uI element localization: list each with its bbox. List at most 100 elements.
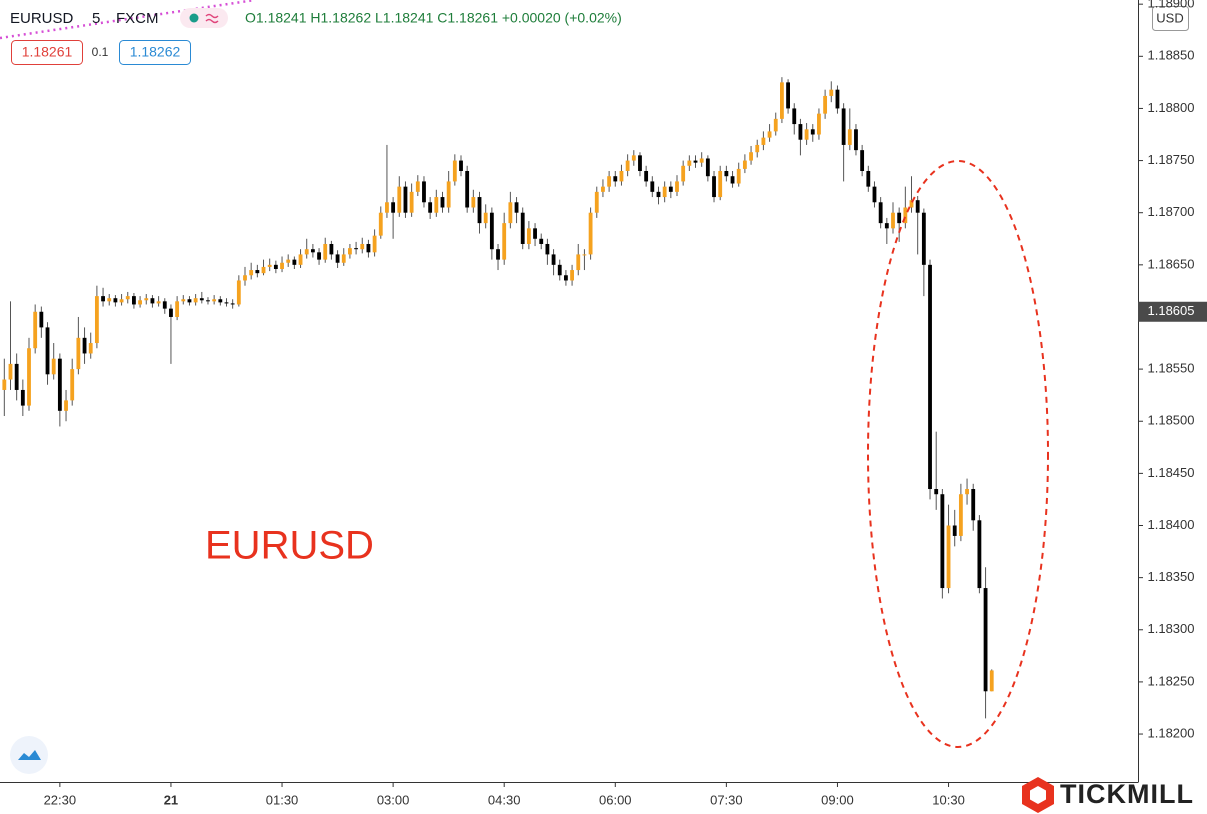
candle-body xyxy=(132,296,136,305)
y-tick-label: 1.18900 xyxy=(1148,0,1195,11)
bid-price: 1.18261 xyxy=(22,44,73,60)
candle-body xyxy=(354,248,359,250)
candle-body xyxy=(181,299,186,302)
candle-body xyxy=(76,337,81,370)
x-tick-label: 10:30 xyxy=(932,792,965,807)
candle-body xyxy=(199,298,204,301)
status-pill[interactable] xyxy=(180,8,228,28)
status-icon xyxy=(205,13,219,24)
candle-body xyxy=(348,248,352,255)
candle-body xyxy=(755,144,760,153)
brand-icon-inner xyxy=(1030,786,1046,804)
y-tick-label: 1.18700 xyxy=(1148,204,1195,219)
candle-body xyxy=(101,296,105,302)
candle-body xyxy=(909,200,914,208)
y-tick-label: 1.18750 xyxy=(1148,152,1195,167)
candle-body xyxy=(391,202,396,213)
candle-body xyxy=(298,254,303,265)
candle-body xyxy=(761,137,766,145)
candle-body xyxy=(705,158,710,177)
candle-body xyxy=(14,363,19,390)
candle-body xyxy=(570,270,574,281)
candle-body xyxy=(946,525,951,589)
candle-body xyxy=(582,254,587,256)
candle-body xyxy=(502,223,507,260)
ohlc-values: O1.18241 H1.18262 L1.18241 C1.18261 +0.0… xyxy=(245,10,622,26)
candle-body xyxy=(489,212,494,250)
candle-body xyxy=(971,489,976,521)
candle-body xyxy=(452,160,457,182)
candle-body xyxy=(483,212,488,224)
candle-body xyxy=(304,249,309,255)
candle-body xyxy=(779,82,784,119)
candle-body xyxy=(829,89,834,96)
candle-body xyxy=(712,176,716,198)
candle-body xyxy=(817,113,821,135)
currency-box[interactable] xyxy=(1152,6,1189,31)
ask-price: 1.18262 xyxy=(130,44,181,60)
candle-body xyxy=(884,223,889,229)
x-tick-label: 09:00 xyxy=(821,792,854,807)
candle-body xyxy=(866,170,871,187)
candle-body xyxy=(193,298,198,303)
candle-body xyxy=(27,348,31,406)
x-tick-label: 21 xyxy=(164,792,178,807)
candle-body xyxy=(218,299,223,303)
candle-body xyxy=(8,363,13,380)
candle-body xyxy=(508,202,513,224)
x-tick-label: 01:30 xyxy=(266,792,299,807)
candle-body xyxy=(668,186,673,192)
candle-body xyxy=(514,202,519,213)
drawing-line xyxy=(0,0,256,40)
candle-body xyxy=(773,118,778,132)
x-tick-label: 04:30 xyxy=(488,792,521,807)
candle-body xyxy=(897,212,902,224)
candle-body xyxy=(786,82,790,109)
candle-body xyxy=(847,129,852,145)
tv-logo-bg[interactable] xyxy=(10,736,48,774)
candle-body xyxy=(341,254,346,263)
candle-body xyxy=(526,228,531,244)
candle-body xyxy=(804,129,809,140)
y-tick-label: 1.18450 xyxy=(1148,465,1195,480)
exchange: FXCM xyxy=(116,10,159,27)
candle-body xyxy=(551,254,556,265)
candle-body xyxy=(273,264,278,270)
candle-body xyxy=(434,197,439,213)
candle-body xyxy=(619,170,624,182)
candle-body xyxy=(638,155,642,171)
candle-body xyxy=(940,494,945,589)
bid-box[interactable] xyxy=(11,40,83,65)
candle-body xyxy=(113,298,118,303)
candle-body xyxy=(921,212,926,265)
candle-body xyxy=(860,150,865,171)
candle-body xyxy=(45,327,50,375)
candle-body xyxy=(88,343,93,354)
candle-body xyxy=(872,186,877,203)
y-tick-label: 1.18200 xyxy=(1148,725,1195,740)
candle-body xyxy=(471,197,476,208)
candle-body xyxy=(699,158,704,163)
candle-body xyxy=(792,108,797,125)
candle-body xyxy=(39,311,44,328)
candle-body xyxy=(206,300,210,302)
ask-box[interactable] xyxy=(119,40,191,65)
candle-body xyxy=(557,264,562,276)
candle-body xyxy=(835,89,840,109)
candle-body xyxy=(310,249,315,253)
candle-body xyxy=(94,296,99,344)
candle-body xyxy=(477,197,482,224)
y-tick-label: 1.18650 xyxy=(1148,256,1195,271)
candle-body xyxy=(675,181,679,192)
candle-body xyxy=(372,235,377,253)
highlight-ellipse xyxy=(867,160,1049,748)
candle-body xyxy=(631,155,636,161)
candle-body xyxy=(64,400,68,411)
candle-body xyxy=(650,181,655,192)
candle-body xyxy=(366,243,371,253)
candle-body xyxy=(144,298,149,301)
candle-body xyxy=(138,300,143,305)
candle-body xyxy=(119,299,124,303)
candle-body xyxy=(545,243,550,255)
candle-body xyxy=(928,264,932,490)
